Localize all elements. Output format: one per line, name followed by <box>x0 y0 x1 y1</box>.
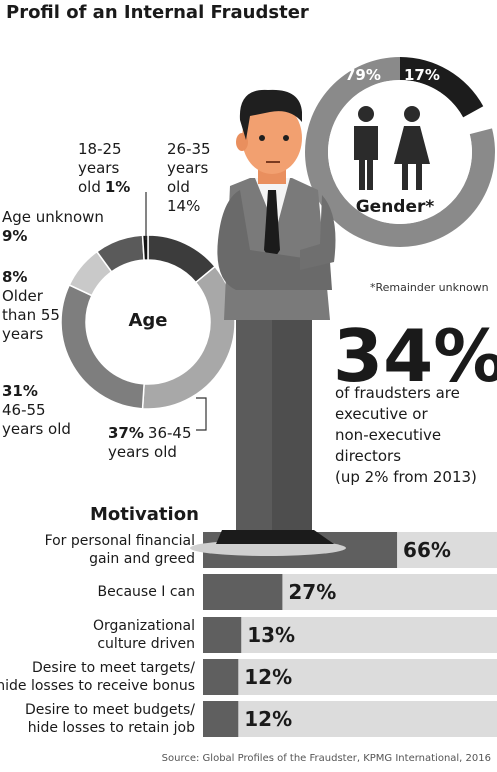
stat-headline: 34% <box>333 314 497 398</box>
donut-segment <box>400 57 484 118</box>
value-label: 12% <box>244 665 293 689</box>
category-label: 18-25 years old <box>78 140 122 196</box>
value-label: 8% <box>2 268 28 286</box>
age-label: Age unknown 9% <box>2 208 104 246</box>
leader-line <box>196 397 207 431</box>
category-label: Because I can <box>97 584 195 600</box>
page-title: Profil of an Internal Fraudster <box>6 2 309 23</box>
bar-track <box>203 659 497 695</box>
value-label: 31% <box>2 382 38 400</box>
donut-center-label: Age <box>128 310 168 331</box>
age-label: 37% 36-45 years old <box>108 424 192 462</box>
gender-icons <box>354 106 430 190</box>
category-label: Organizational culture driven <box>93 618 195 652</box>
section-title: Motivation <box>90 504 199 525</box>
source: Source: Global Profiles of the Fraudster… <box>161 753 491 764</box>
donut-segment <box>60 283 145 410</box>
category-label: Older than 55 years <box>2 287 60 343</box>
category-label: 36-45 years old <box>108 424 192 461</box>
age-label: 26-35 years old 14% <box>167 140 211 216</box>
bar-track <box>203 701 497 737</box>
donut-segment <box>141 234 149 261</box>
donut-segment <box>141 265 236 410</box>
age-label: 31% 46-55 years old <box>2 382 71 439</box>
category-label: Desire to meet budgets/ hide losses to r… <box>24 702 195 736</box>
age-label: 8% Older than 55 years <box>2 268 60 344</box>
value-label: 1% <box>104 178 131 196</box>
category-label: Age unknown <box>2 208 104 226</box>
category-label: For personal financial gain and greed <box>44 533 195 567</box>
value-label: 79% <box>345 66 381 84</box>
person-illustration <box>190 89 346 556</box>
value-label: 14% <box>167 197 201 215</box>
bar <box>203 574 283 610</box>
age-label: 18-25 years old 1% <box>78 140 130 197</box>
category-label: Desire to meet targets/ hide losses to r… <box>0 660 195 694</box>
bar <box>203 701 239 737</box>
value-label: 37% <box>108 424 144 442</box>
category-label: 26-35 years old <box>167 140 211 196</box>
value-label: 12% <box>244 707 293 731</box>
value-label: 9% <box>2 227 28 245</box>
value-label: 66% <box>403 538 451 562</box>
bar <box>203 659 239 695</box>
bar-track <box>203 617 497 653</box>
stat-text: of fraudsters are executive or non-execu… <box>335 384 477 486</box>
category-label: 46-55 years old <box>2 401 71 438</box>
value-label: 13% <box>247 623 296 647</box>
value-label: 27% <box>288 580 337 604</box>
donut-center-label: Gender* <box>355 197 435 217</box>
footnote: *Remainder unknown <box>370 281 489 294</box>
value-label: 17% <box>404 66 440 84</box>
bar <box>203 617 242 653</box>
